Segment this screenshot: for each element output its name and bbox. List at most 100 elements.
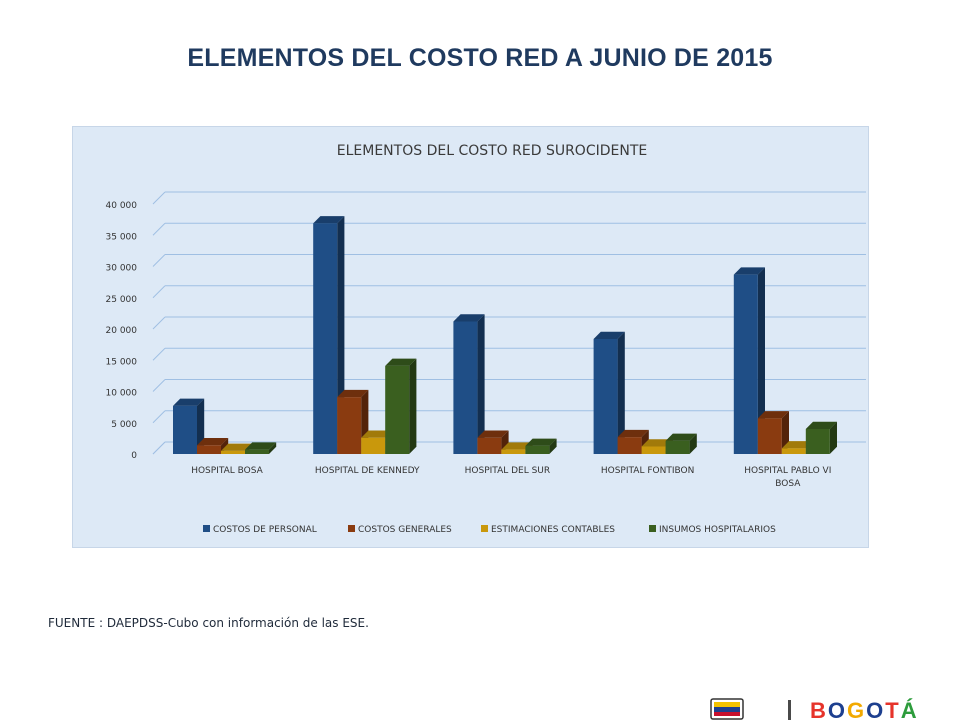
- chart-area: ELEMENTOS DEL COSTO RED SUROCIDENTE 0 5 0…: [72, 126, 869, 548]
- logo-letter: O: [827, 698, 848, 723]
- bar-top: [245, 442, 277, 450]
- bar-front: [757, 418, 782, 454]
- bar: [757, 411, 789, 454]
- bar: [313, 216, 345, 454]
- gridline-diagonal: [152, 441, 166, 455]
- bar-front: [385, 365, 410, 454]
- bar-side: [829, 421, 837, 454]
- bar-front: [313, 223, 338, 454]
- footer-logos: BOGOTÁ: [700, 696, 960, 723]
- legend-swatch: [203, 525, 210, 532]
- bar-top: [477, 430, 509, 438]
- bar-front: [361, 437, 386, 454]
- logo-letter: T: [885, 698, 901, 723]
- logo-letter: B: [810, 698, 828, 723]
- gridline-diagonal: [152, 316, 166, 330]
- bar: [617, 429, 649, 454]
- legend-label: COSTOS GENERALES: [358, 525, 452, 535]
- bar: [245, 442, 277, 454]
- bar-top: [733, 267, 765, 275]
- bar-front: [245, 449, 269, 454]
- x-tick-label: HOSPITAL DEL SUR: [465, 466, 551, 476]
- bar-front: [641, 446, 666, 454]
- logo-letter: Á: [900, 698, 919, 723]
- y-tick-label: 25 000: [106, 295, 138, 305]
- bar-front: [665, 440, 690, 454]
- x-tick-label: HOSPITAL FONTIBON: [601, 466, 694, 476]
- x-tick-label: HOSPITAL BOSA: [191, 466, 263, 476]
- legend-swatch: [481, 525, 488, 532]
- bar: [593, 331, 625, 454]
- bar-side: [477, 314, 485, 454]
- bar-front: [733, 274, 758, 454]
- x-tick-label: BOSA: [775, 479, 801, 489]
- gridline-diagonal: [152, 285, 166, 299]
- y-tick-label: 40 000: [106, 201, 138, 211]
- y-tick-label: 15 000: [106, 357, 138, 367]
- bar-front: [593, 339, 618, 454]
- bar-front: [617, 437, 642, 454]
- legend-label: ESTIMACIONES CONTABLES: [491, 525, 615, 535]
- gridline-diagonal: [152, 254, 166, 267]
- bar-top: [593, 331, 625, 339]
- x-tick-label: HOSPITAL DE KENNEDY: [315, 466, 420, 476]
- legend-label: INSUMOS HOSPITALARIOS: [659, 525, 776, 535]
- bar-top: [313, 216, 345, 224]
- y-tick-label: 20 000: [106, 326, 138, 336]
- logo-letter: O: [866, 698, 886, 723]
- y-tick-label: 10 000: [106, 389, 138, 399]
- bar: [525, 438, 557, 454]
- gridline-diagonal: [152, 222, 166, 236]
- bar: [733, 267, 765, 454]
- bars: [173, 216, 837, 454]
- gridline-diagonal: [152, 191, 166, 205]
- bar-top: [805, 421, 837, 429]
- bar-side: [617, 331, 625, 454]
- bar-top: [173, 398, 205, 406]
- bar: [337, 389, 369, 454]
- bar-top: [617, 429, 649, 438]
- bar-top: [525, 438, 557, 446]
- colombia-shield-icon: [710, 698, 744, 720]
- bar-front: [805, 429, 830, 454]
- bar-top: [665, 433, 697, 441]
- bar: [805, 421, 837, 454]
- bar: [665, 433, 697, 454]
- bar-front: [197, 445, 221, 454]
- bar-front: [525, 445, 550, 454]
- bar-side: [689, 433, 697, 454]
- bar-side: [757, 267, 765, 454]
- bar-side: [549, 438, 557, 454]
- bar-front: [221, 450, 245, 454]
- bar: [173, 398, 205, 454]
- legend: COSTOS DE PERSONAL COSTOS GENERALES ESTIMA…: [203, 525, 776, 535]
- bar-top: [757, 411, 789, 419]
- bar-front: [337, 397, 362, 454]
- gridline-diagonal: [152, 410, 166, 424]
- bar-top: [337, 389, 369, 398]
- y-tick-label: 30 000: [106, 264, 138, 274]
- bar-top: [641, 439, 673, 447]
- legend-label: COSTOS DE PERSONAL: [213, 525, 317, 535]
- bar-top: [197, 438, 229, 446]
- bar-top: [361, 430, 393, 438]
- bar-front: [453, 321, 478, 454]
- bar-top: [781, 441, 813, 449]
- source-note: FUENTE : DAEPDSS-Cubo con información de…: [48, 616, 369, 630]
- x-tick-label: HOSPITAL PABLO VI: [744, 466, 831, 476]
- y-tick-label: 0: [131, 451, 137, 461]
- bar-side: [409, 358, 417, 454]
- bogota-logo: BOGOTÁ: [810, 698, 919, 724]
- bar-side: [269, 442, 277, 454]
- y-tick-label: 35 000: [106, 232, 138, 242]
- footer-divider: [788, 700, 791, 720]
- logo-letter: G: [847, 698, 867, 723]
- bar: [453, 314, 485, 454]
- bar-front: [477, 437, 502, 454]
- bar-top: [385, 358, 417, 366]
- bar: [385, 358, 417, 454]
- gridline-diagonal: [152, 347, 166, 361]
- bar-front: [501, 449, 526, 454]
- bar-top: [501, 442, 533, 450]
- bar-top: [221, 443, 253, 451]
